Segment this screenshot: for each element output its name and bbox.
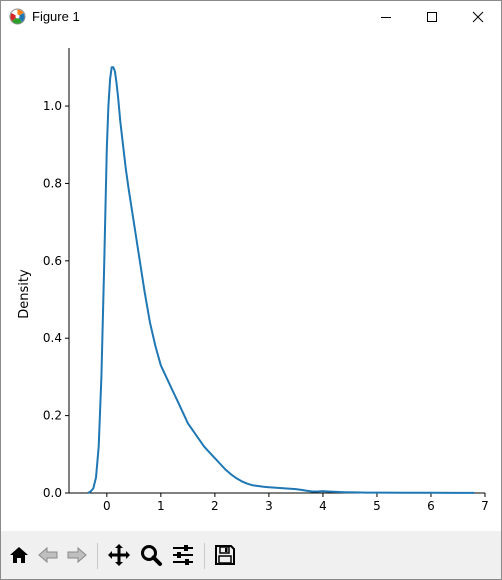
y-axis-label: Density bbox=[17, 269, 32, 319]
minimize-icon bbox=[381, 17, 391, 18]
ticks: 0 1 2 3 4 5 6 7 0.0 0.2 0.4 0.6 0.8 1.0 bbox=[43, 99, 489, 513]
minimize-button[interactable] bbox=[363, 1, 409, 33]
home-button[interactable] bbox=[6, 542, 32, 568]
x-tick-label: 0 bbox=[103, 499, 111, 513]
toolbar-separator bbox=[204, 543, 205, 569]
home-icon bbox=[10, 547, 28, 563]
density-curve bbox=[87, 66, 475, 494]
kde-chart: 0 1 2 3 4 5 6 7 0.0 0.2 0.4 0.6 0.8 1.0 Density bbox=[17, 48, 489, 513]
y-tick-label: 0.4 bbox=[43, 331, 62, 345]
right-arrow-icon bbox=[67, 546, 87, 564]
y-tick-label: 1.0 bbox=[43, 99, 62, 113]
maximize-button[interactable] bbox=[409, 1, 455, 33]
close-icon bbox=[472, 11, 484, 23]
x-tick-label: 7 bbox=[481, 499, 489, 513]
x-tick-label: 2 bbox=[211, 499, 219, 513]
toolbar-separator bbox=[97, 543, 98, 569]
forward-button[interactable] bbox=[64, 542, 90, 568]
series bbox=[87, 66, 475, 494]
back-button[interactable] bbox=[35, 542, 61, 568]
x-tick-label: 3 bbox=[265, 499, 273, 513]
y-tick-label: 0.6 bbox=[43, 254, 62, 268]
configure-subplots-button[interactable] bbox=[170, 542, 196, 568]
y-tick-label: 0.2 bbox=[43, 409, 62, 423]
x-tick-label: 1 bbox=[157, 499, 165, 513]
x-tick-label: 4 bbox=[319, 499, 327, 513]
sliders-icon bbox=[173, 545, 193, 565]
left-arrow-icon bbox=[38, 546, 58, 564]
x-tick-label: 5 bbox=[373, 499, 381, 513]
floppy-disk-icon bbox=[215, 545, 235, 565]
magnifier-icon bbox=[141, 545, 162, 566]
close-button[interactable] bbox=[455, 1, 501, 33]
matplotlib-app-icon bbox=[9, 8, 26, 25]
y-tick-label: 0.8 bbox=[43, 176, 62, 190]
zoom-button[interactable] bbox=[138, 542, 164, 568]
navigation-toolbar bbox=[1, 531, 501, 579]
title-bar[interactable]: Figure 1 bbox=[1, 1, 501, 33]
figure-canvas[interactable]: 0 1 2 3 4 5 6 7 0.0 0.2 0.4 0.6 0.8 1.0 Density bbox=[1, 33, 501, 531]
maximize-icon bbox=[427, 12, 437, 22]
pan-button[interactable] bbox=[106, 542, 132, 568]
axes bbox=[68, 48, 485, 494]
y-tick-label: 0.0 bbox=[43, 486, 62, 500]
save-button[interactable] bbox=[212, 542, 238, 568]
window-title: Figure 1 bbox=[32, 9, 80, 24]
move-icon bbox=[108, 544, 130, 566]
x-tick-label: 6 bbox=[427, 499, 435, 513]
